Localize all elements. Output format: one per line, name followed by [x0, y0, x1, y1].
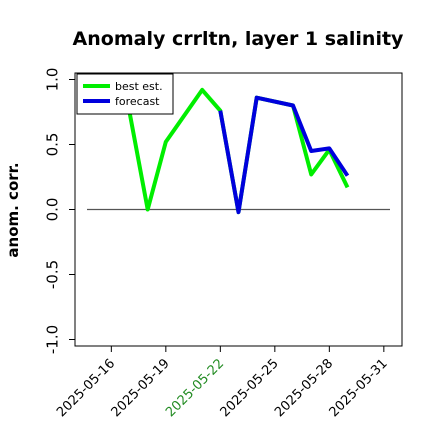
chart-title: Anomaly crrltn, layer 1 salinity: [73, 28, 404, 50]
y-axis-label: anom. corr.: [4, 162, 22, 257]
y-tick-label: -0.5: [44, 260, 62, 289]
series-line-forecast: [220, 98, 347, 212]
legend-label-forecast: forecast: [115, 95, 160, 108]
y-tick-label: 1.0: [44, 68, 62, 92]
y-tick-label: -1.0: [44, 325, 62, 354]
legend-label-best-est: best est.: [115, 80, 163, 93]
x-tick-label: 2025-05-31: [327, 356, 391, 420]
y-tick-label: 0.5: [44, 133, 62, 157]
y-tick-label: 0.0: [44, 198, 62, 222]
legend: best est. forecast: [77, 74, 173, 114]
